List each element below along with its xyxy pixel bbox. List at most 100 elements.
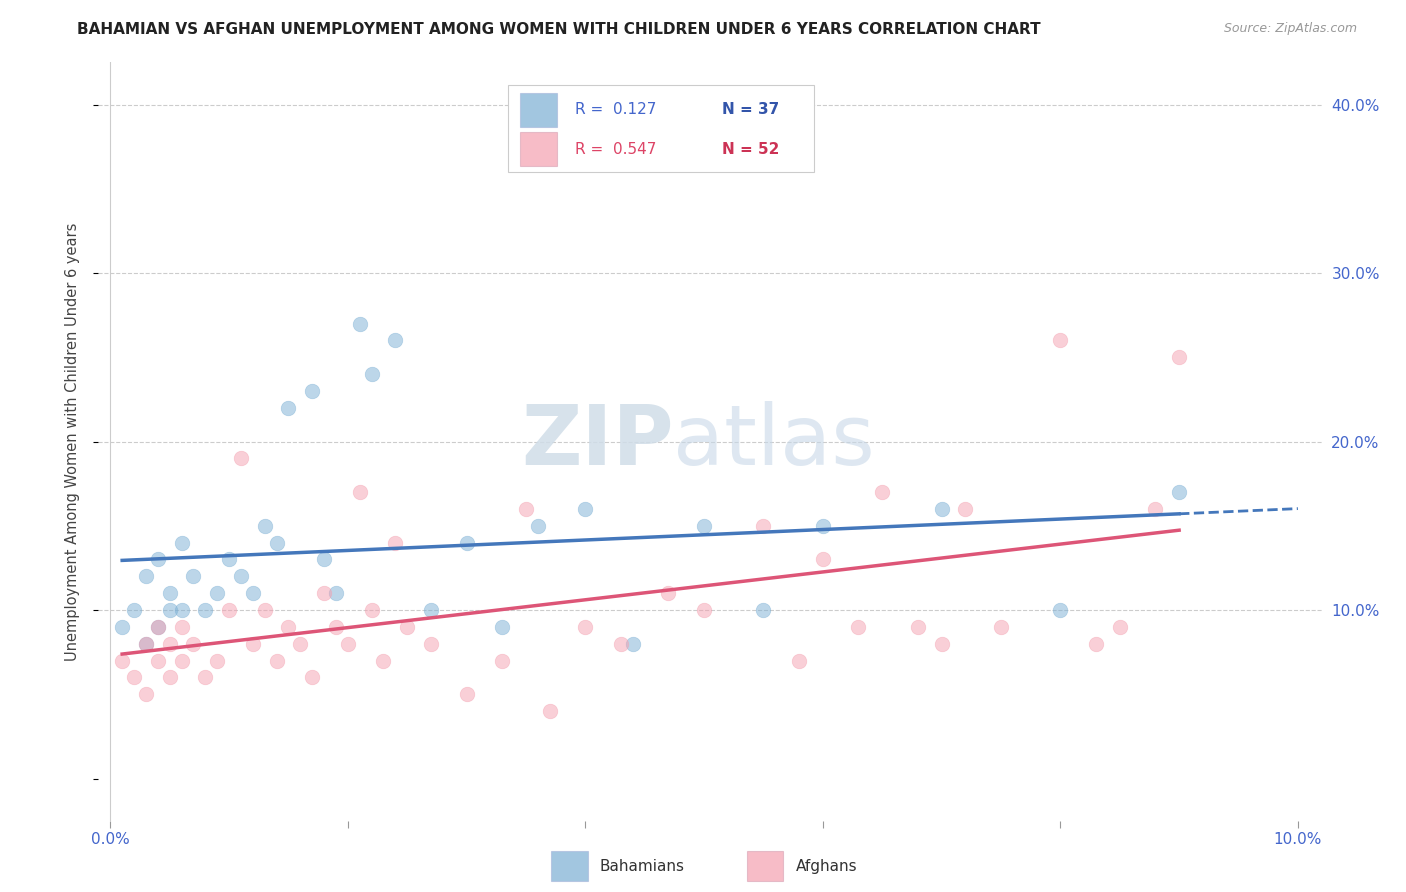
Point: [325, 620, 347, 634]
Point: [491, 654, 513, 668]
Point: [170, 620, 193, 634]
Point: [205, 654, 228, 668]
Text: N = 52: N = 52: [723, 142, 780, 157]
Point: [621, 637, 644, 651]
Point: [420, 603, 443, 617]
Point: [907, 620, 929, 634]
FancyBboxPatch shape: [747, 851, 783, 881]
Point: [990, 620, 1012, 634]
Point: [146, 620, 169, 634]
FancyBboxPatch shape: [551, 851, 588, 881]
Point: [610, 637, 633, 651]
Point: [787, 654, 810, 668]
Point: [373, 654, 395, 668]
Text: ZIP: ZIP: [520, 401, 673, 482]
Point: [277, 401, 299, 415]
Point: [515, 502, 537, 516]
Point: [122, 603, 145, 617]
Point: [183, 569, 205, 583]
Text: N = 37: N = 37: [723, 103, 779, 118]
Point: [135, 637, 157, 651]
Point: [491, 620, 513, 634]
Point: [693, 518, 716, 533]
Text: R =  0.127: R = 0.127: [575, 103, 657, 118]
FancyBboxPatch shape: [520, 132, 557, 166]
Point: [135, 637, 157, 651]
Point: [266, 535, 288, 549]
Point: [266, 654, 288, 668]
Point: [360, 367, 382, 381]
Text: atlas: atlas: [673, 401, 875, 482]
Point: [218, 603, 240, 617]
Point: [159, 586, 181, 600]
Point: [170, 603, 193, 617]
Text: Bahamians: Bahamians: [600, 859, 685, 873]
Point: [1049, 603, 1071, 617]
Point: [848, 620, 870, 634]
Point: [870, 485, 893, 500]
Point: [574, 502, 596, 516]
Point: [301, 670, 323, 684]
Point: [146, 552, 169, 566]
Point: [111, 620, 134, 634]
Point: [1144, 502, 1167, 516]
Point: [194, 603, 217, 617]
Point: [360, 603, 382, 617]
Point: [1168, 485, 1191, 500]
FancyBboxPatch shape: [520, 93, 557, 127]
Point: [931, 502, 953, 516]
Point: [384, 535, 406, 549]
Point: [1085, 637, 1108, 651]
Point: [811, 552, 834, 566]
Point: [312, 552, 335, 566]
Point: [336, 637, 359, 651]
Point: [290, 637, 312, 651]
Point: [146, 620, 169, 634]
Y-axis label: Unemployment Among Women with Children Under 6 years: Unemployment Among Women with Children U…: [65, 222, 80, 661]
Point: [218, 552, 240, 566]
Point: [146, 654, 169, 668]
Point: [527, 518, 550, 533]
Point: [301, 384, 323, 398]
Text: Afghans: Afghans: [796, 859, 858, 873]
Point: [456, 687, 478, 701]
Point: [253, 603, 276, 617]
Point: [170, 654, 193, 668]
Point: [253, 518, 276, 533]
Point: [122, 670, 145, 684]
Point: [135, 687, 157, 701]
Point: [456, 535, 478, 549]
Point: [752, 518, 775, 533]
Point: [242, 586, 264, 600]
Point: [170, 535, 193, 549]
Point: [159, 603, 181, 617]
Point: [1168, 351, 1191, 365]
Point: [574, 620, 596, 634]
Text: BAHAMIAN VS AFGHAN UNEMPLOYMENT AMONG WOMEN WITH CHILDREN UNDER 6 YEARS CORRELAT: BAHAMIAN VS AFGHAN UNEMPLOYMENT AMONG WO…: [77, 22, 1040, 37]
Point: [229, 451, 252, 466]
Point: [277, 620, 299, 634]
Point: [242, 637, 264, 651]
Point: [811, 518, 834, 533]
Point: [384, 334, 406, 348]
Point: [205, 586, 228, 600]
Point: [159, 637, 181, 651]
Point: [420, 637, 443, 651]
Point: [349, 317, 371, 331]
Point: [135, 569, 157, 583]
Point: [183, 637, 205, 651]
Point: [312, 586, 335, 600]
Point: [693, 603, 716, 617]
Point: [1108, 620, 1130, 634]
Point: [931, 637, 953, 651]
Point: [325, 586, 347, 600]
Point: [159, 670, 181, 684]
Point: [111, 654, 134, 668]
Point: [657, 586, 679, 600]
Point: [396, 620, 419, 634]
Point: [229, 569, 252, 583]
Point: [752, 603, 775, 617]
Text: R =  0.547: R = 0.547: [575, 142, 657, 157]
Point: [955, 502, 977, 516]
FancyBboxPatch shape: [508, 85, 814, 172]
